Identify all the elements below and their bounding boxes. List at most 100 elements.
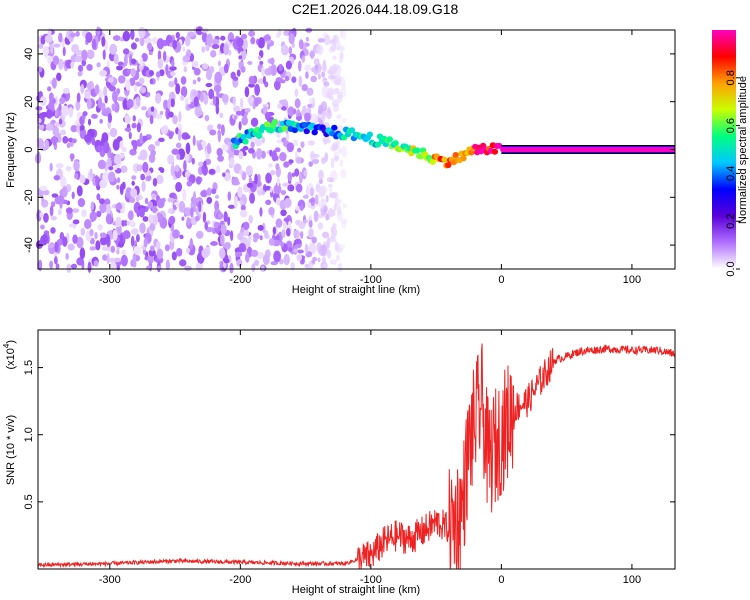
spectrogram-noise-cell	[110, 245, 116, 253]
colorbar-tick-label: 0.2	[725, 214, 737, 229]
spectrogram-noise-cell	[298, 75, 303, 88]
spectrogram-noise-cell	[150, 149, 156, 157]
spectrogram-noise-cell	[146, 42, 153, 51]
spectrogram-noise-cell	[236, 259, 243, 267]
spectrogram-noise-cell	[149, 78, 154, 85]
spectrogram-noise-cell	[311, 236, 317, 244]
spectrogram-signal-cell	[281, 125, 289, 132]
spectrogram-noise-cell	[69, 32, 77, 38]
spectrogram-noise-cell	[77, 71, 82, 77]
spectrogram-noise-cell	[279, 79, 286, 84]
spectrogram-noise-cell	[40, 111, 49, 118]
spectrogram-noise-cell	[240, 65, 246, 73]
spectrogram-noise-cell	[221, 144, 229, 152]
spectrogram-noise-cell	[168, 80, 175, 88]
spectrogram-noise-cell	[235, 110, 243, 116]
spectrogram-noise-cell	[139, 56, 144, 68]
spectrogram-carrier-band	[501, 147, 675, 152]
spectrogram-noise-cell	[50, 227, 56, 234]
spectrogram-noise-cell	[340, 168, 347, 179]
spectrogram-noise-cell	[227, 191, 232, 201]
spectrogram-noise-cell	[269, 170, 276, 176]
spectrogram-noise-cell	[284, 75, 290, 82]
spectrogram-noise-cell	[141, 106, 147, 111]
svg-text:(x104): (x104)	[2, 340, 17, 370]
spectrogram-noise-cell	[205, 69, 213, 81]
spectrogram-noise-cell	[203, 94, 209, 105]
spectrogram-noise-cell	[223, 43, 230, 56]
spectrogram-noise-cell	[250, 117, 259, 127]
spectrogram-noise-cell	[192, 191, 196, 203]
spectrogram-noise-cell	[329, 259, 337, 265]
spectrogram-noise-cell	[280, 44, 289, 56]
spectrogram-noise-cell	[332, 141, 339, 151]
spectrogram-noise-cell	[265, 172, 272, 184]
x-tick-label: -100	[360, 574, 382, 586]
spectrogram-noise-cell	[167, 154, 175, 165]
spectrogram-noise-cell	[147, 254, 154, 264]
spectrogram-noise-cell	[135, 234, 140, 243]
spectrogram-noise-cell	[293, 239, 302, 245]
spectrogram-noise-cell	[302, 194, 309, 199]
spectrogram-noise-cell	[310, 196, 316, 206]
spectrogram-noise-cell	[65, 165, 72, 172]
spectrogram-noise-cell	[318, 169, 324, 180]
spectrogram-noise-cell	[306, 87, 314, 96]
spectrogram-noise-cell	[86, 97, 92, 110]
spectrogram-noise-cell	[281, 106, 287, 111]
spectrogram-noise-cell	[301, 83, 308, 92]
spectrogram-noise-cell	[297, 147, 302, 153]
spectrogram-noise-cell	[297, 249, 304, 254]
snr-series-line	[37, 343, 676, 570]
spectrogram-noise-cell	[62, 236, 68, 247]
spectrogram-signal-cell	[413, 147, 421, 154]
spectrogram-noise-cell	[332, 223, 337, 230]
spectrogram-noise-cell	[51, 77, 57, 89]
spectrogram-noise-cell	[319, 186, 326, 197]
spectrogram-signal-cell	[267, 127, 275, 134]
spectrogram-noise-cell	[77, 198, 86, 208]
spectrogram-noise-cell	[256, 251, 264, 259]
spectrogram-noise-cell	[139, 207, 145, 218]
spectrogram-noise-cell	[283, 197, 292, 209]
spectrogram-noise-cell	[48, 92, 54, 102]
spectrogram-noise-cell	[323, 34, 331, 46]
spectrogram-noise-cell	[290, 185, 295, 192]
spectrogram-noise-cell	[248, 214, 253, 224]
spectrogram-noise-cell	[39, 185, 48, 192]
snr-y-ticks: 0.5 1.0 1.5	[23, 360, 675, 510]
spectrogram-noise-cell	[95, 174, 99, 187]
spectrogram-noise-cell	[223, 211, 228, 223]
spectrogram-noise-cell	[258, 55, 262, 61]
spectrogram-noise-cell	[170, 71, 176, 77]
spectrogram-noise-cell	[172, 114, 178, 125]
spectrogram-noise-cell	[179, 259, 187, 267]
spectrogram-noise-cell	[240, 97, 244, 110]
spectrogram-noise-cell	[165, 259, 170, 271]
spectrogram-noise-cell	[240, 33, 248, 40]
spectrogram-noise-cell	[295, 219, 302, 226]
spectrogram-noise-cell	[56, 194, 65, 205]
spectrogram-noise-cell	[224, 241, 231, 250]
spectrogram-noise-cell	[301, 55, 306, 63]
spectrogram-noise-cell	[220, 224, 227, 235]
spectrogram-noise-cell	[183, 160, 187, 172]
spectrogram-noise-cell	[299, 204, 304, 212]
spectrogram-noise-cell	[168, 111, 174, 118]
spectrogram-noise-cell	[239, 200, 244, 206]
spectrogram-noise-cell	[112, 35, 121, 41]
spectrogram-noise-cell	[259, 235, 263, 241]
spectrogram-noise-cell	[227, 216, 231, 226]
spectrogram-noise-cell	[184, 35, 191, 47]
spectrogram-noise-cell	[197, 142, 203, 151]
chart-title: C2E1.2026.044.18.09.G18	[292, 1, 459, 17]
spectrogram-noise-cell	[245, 252, 250, 263]
spectrogram-noise-cell	[241, 116, 248, 126]
spectrogram-noise-cell	[217, 212, 223, 220]
spectrogram-noise-cell	[135, 96, 141, 107]
spectrogram-noise-cell	[79, 247, 86, 260]
spectrogram-noise-cell	[99, 69, 108, 77]
spectrogram-noise-cell	[313, 69, 319, 76]
spectrogram-noise-cell	[159, 69, 165, 77]
y-tick-label: -40	[23, 237, 35, 253]
